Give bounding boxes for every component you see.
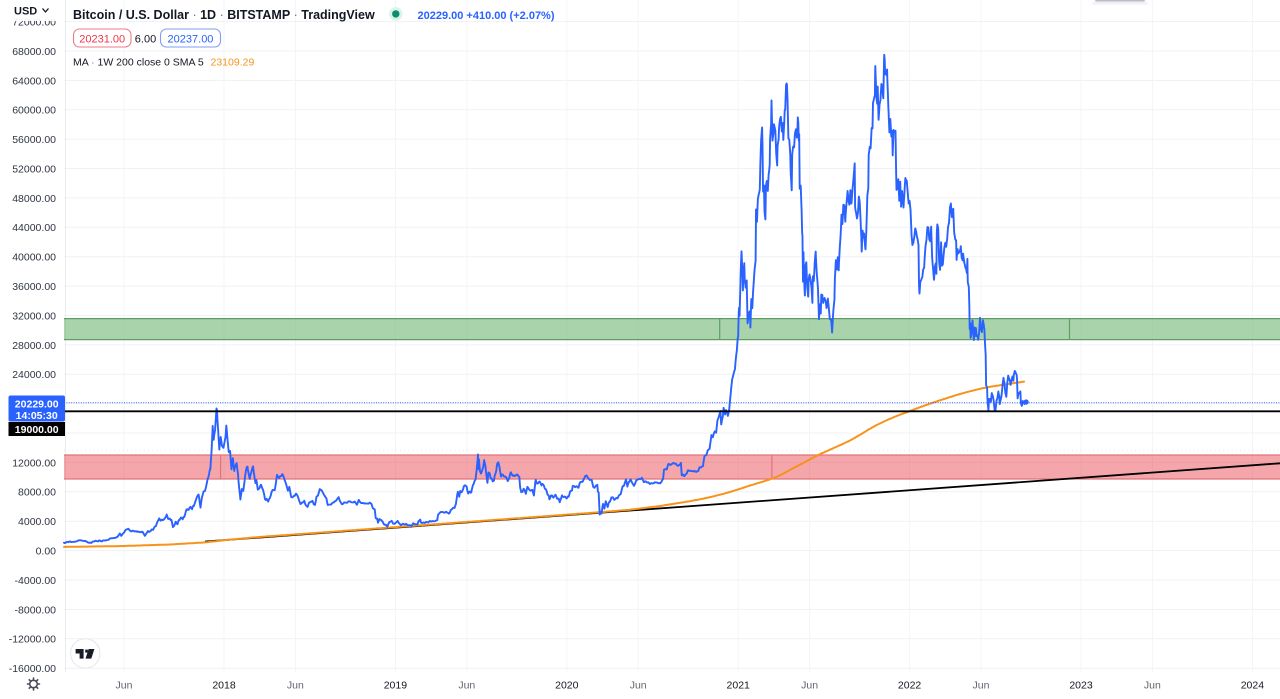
svg-text:20229.00 +410.00 (+2.07%): 20229.00 +410.00 (+2.07%) [418, 10, 555, 22]
svg-text:Jun: Jun [116, 680, 133, 692]
svg-text:0.00: 0.00 [36, 546, 57, 558]
svg-text:Jun: Jun [801, 680, 818, 692]
svg-text:Jun: Jun [1144, 680, 1161, 692]
svg-text:Jun: Jun [973, 680, 990, 692]
svg-text:2023: 2023 [1069, 680, 1093, 692]
svg-text:24000.00: 24000.00 [12, 369, 56, 381]
svg-text:52000.00: 52000.00 [12, 163, 56, 175]
svg-text:4000.00: 4000.00 [18, 516, 56, 528]
svg-text:64000.00: 64000.00 [12, 75, 56, 87]
svg-text:48000.00: 48000.00 [12, 193, 56, 205]
svg-text:2019: 2019 [384, 680, 408, 692]
svg-text:12000.00: 12000.00 [12, 457, 56, 469]
svg-text:Jun: Jun [458, 680, 475, 692]
svg-text:60000.00: 60000.00 [12, 105, 56, 117]
svg-text:2020: 2020 [555, 680, 579, 692]
svg-text:2024: 2024 [1241, 680, 1265, 692]
svg-text:2018: 2018 [212, 680, 236, 692]
svg-text:28000.00: 28000.00 [12, 340, 56, 352]
svg-text:68000.00: 68000.00 [12, 46, 56, 58]
svg-text:USD: USD [14, 6, 37, 18]
svg-text:14:05:30: 14:05:30 [16, 410, 58, 422]
svg-text:Jun: Jun [287, 680, 304, 692]
svg-text:56000.00: 56000.00 [12, 134, 56, 146]
svg-text:6.00: 6.00 [135, 33, 156, 45]
svg-text:Bitcoin / U.S. Dollar · 1D · B: Bitcoin / U.S. Dollar · 1D · BITSTAMP · … [73, 8, 375, 22]
svg-text:23109.29: 23109.29 [211, 57, 255, 69]
svg-text:40000.00: 40000.00 [12, 252, 56, 264]
svg-text:2021: 2021 [727, 680, 751, 692]
svg-text:-4000.00: -4000.00 [15, 575, 57, 587]
svg-text:20229.00: 20229.00 [15, 398, 59, 410]
svg-text:2022: 2022 [898, 680, 922, 692]
svg-text:-16000.00: -16000.00 [9, 663, 56, 675]
svg-text:-12000.00: -12000.00 [9, 634, 56, 646]
svg-text:-8000.00: -8000.00 [15, 604, 57, 616]
svg-text:20231.00: 20231.00 [79, 33, 125, 45]
svg-text:44000.00: 44000.00 [12, 222, 56, 234]
svg-text:36000.00: 36000.00 [12, 281, 56, 293]
svg-text:19000.00: 19000.00 [15, 424, 59, 436]
svg-text:20237.00: 20237.00 [168, 33, 214, 45]
svg-text:Jun: Jun [630, 680, 647, 692]
svg-text:MA · 1W 200 close 0 SMA 5: MA · 1W 200 close 0 SMA 5 [73, 57, 204, 69]
svg-text:8000.00: 8000.00 [18, 487, 56, 499]
svg-text:32000.00: 32000.00 [12, 310, 56, 322]
